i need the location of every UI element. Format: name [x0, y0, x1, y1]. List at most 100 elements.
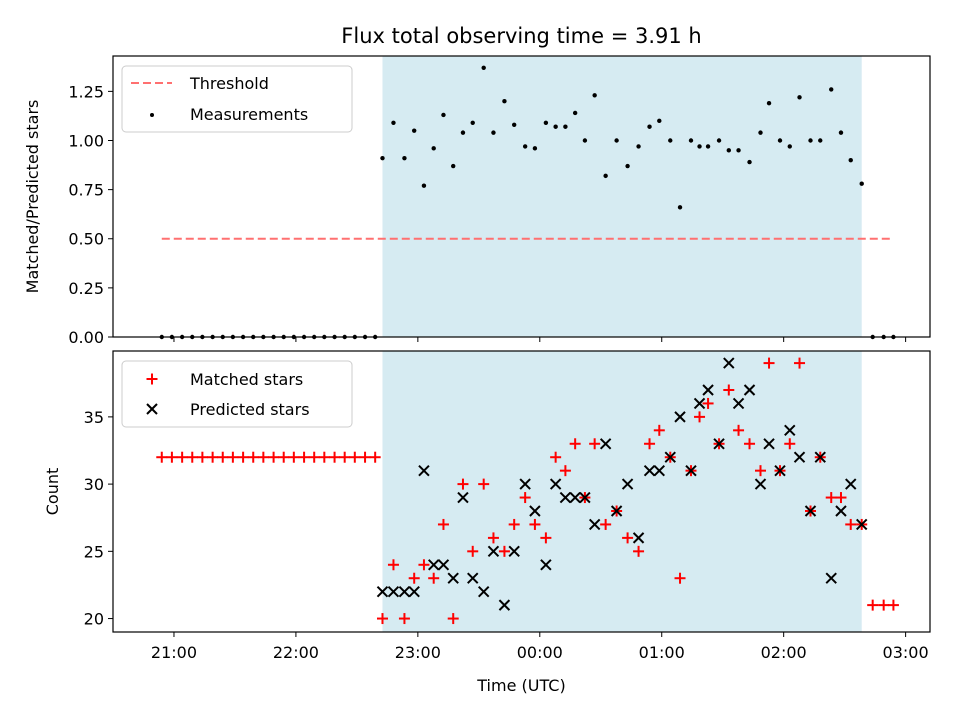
matched-point — [845, 518, 857, 530]
time-x-tick-label: 22:00 — [273, 643, 319, 662]
matched-point — [288, 451, 300, 463]
predicted-point — [763, 438, 775, 450]
cross-b — [685, 464, 697, 477]
cross-b — [398, 585, 411, 598]
matched-point — [559, 465, 571, 477]
measurement-point — [848, 157, 853, 163]
matched-point — [694, 411, 706, 423]
cross-b — [579, 491, 591, 504]
matched-point — [569, 438, 581, 450]
cross-b — [784, 424, 796, 437]
matched-point — [702, 397, 714, 409]
predicted-point — [487, 545, 500, 558]
predicted-point — [579, 491, 591, 504]
measurement-point — [758, 130, 763, 135]
predicted-point — [664, 451, 676, 463]
matched-point — [387, 559, 399, 571]
chart-title: Flux total observing time = 3.91 h — [341, 24, 701, 48]
measurement-point — [441, 112, 446, 118]
cross-b — [804, 505, 817, 517]
predicted-point — [784, 424, 796, 437]
count-y-axis-label: Count — [43, 468, 62, 516]
matched-point — [723, 384, 735, 396]
ratio-x-ticks — [173, 337, 907, 342]
cross-b — [588, 518, 601, 531]
cross-b — [498, 599, 511, 611]
matched-point — [196, 451, 208, 463]
matched-point — [186, 451, 198, 463]
measurement-point — [592, 93, 597, 98]
measurement-point — [766, 100, 772, 106]
matched-point — [217, 451, 229, 463]
cross-b — [376, 585, 389, 598]
predicted-point — [376, 585, 389, 598]
predicted-point — [685, 464, 697, 477]
matched-point — [835, 492, 847, 504]
predicted-point — [732, 397, 745, 410]
measurement-point — [460, 130, 466, 135]
matched-point — [763, 357, 775, 369]
time-x-tick-label: 01:00 — [639, 643, 685, 662]
observing-window-band-bottom — [382, 351, 862, 632]
measurement-point — [470, 120, 475, 126]
predicted-point — [674, 411, 686, 423]
measurement-point — [481, 65, 486, 70]
cross-b — [723, 357, 735, 369]
cross-b — [559, 491, 572, 504]
cross-b — [774, 464, 786, 477]
legend-cross-marker — [146, 403, 158, 415]
measurement-point — [777, 138, 783, 143]
measurement-point — [688, 138, 694, 143]
observing-window-band-top — [382, 56, 862, 337]
legend-measurements-label: Measurements — [190, 105, 308, 124]
cross-b — [825, 572, 837, 584]
measurement-point — [625, 163, 630, 169]
predicted-point — [621, 478, 634, 490]
matched-point — [498, 545, 510, 557]
matched-point — [867, 599, 879, 611]
predicted-point — [825, 572, 837, 584]
time-x-axis-label: Time (UTC) — [476, 676, 565, 695]
predicted-point — [437, 559, 450, 571]
predicted-point — [774, 464, 786, 477]
cross-b — [477, 585, 490, 598]
measurement-point — [491, 130, 496, 135]
predicted-point — [540, 559, 552, 571]
cross-b — [621, 478, 634, 490]
count-panel: 20 25 30 35 21:00 22:00 23:00 00:00 01:00 02:00 0… — [43, 350, 931, 695]
predicted-point — [549, 478, 562, 490]
matched-point — [644, 438, 656, 450]
cross-b — [387, 585, 400, 598]
measurement-point — [726, 148, 731, 153]
cross-b — [408, 585, 420, 598]
time-x-tick-label: 23:00 — [395, 643, 441, 662]
cross-b — [418, 464, 430, 477]
predicted-point — [447, 572, 459, 584]
time-x-tick-label: 00:00 — [517, 643, 563, 662]
cross-b — [754, 478, 767, 490]
matched-point — [369, 451, 381, 463]
matched-point — [176, 451, 188, 463]
predicted-point — [723, 357, 735, 369]
predicted-point — [387, 585, 400, 598]
predicted-point — [559, 491, 572, 504]
measurement-point — [705, 144, 711, 149]
measurement-point — [421, 183, 427, 188]
ratio-y-tick-label: 1.00 — [68, 131, 104, 150]
matched-point — [318, 451, 330, 463]
count-legend: Matched stars Predicted stars — [121, 360, 353, 428]
matched-point — [540, 532, 552, 544]
ratio-y-axis-label: Matched/Predicted stars — [23, 100, 42, 294]
predicted-point — [408, 585, 420, 598]
measurement-point — [614, 138, 619, 143]
matched-point — [825, 492, 837, 504]
matched-point — [529, 518, 541, 530]
matched-point — [550, 451, 562, 463]
matched-point — [257, 451, 269, 463]
measurement-point — [380, 155, 385, 161]
predicted-point — [804, 505, 817, 517]
cross-b — [793, 451, 806, 463]
ratio-y-tick-label: 1.25 — [68, 82, 104, 101]
matched-point — [329, 451, 341, 463]
measurement-point — [636, 144, 641, 149]
